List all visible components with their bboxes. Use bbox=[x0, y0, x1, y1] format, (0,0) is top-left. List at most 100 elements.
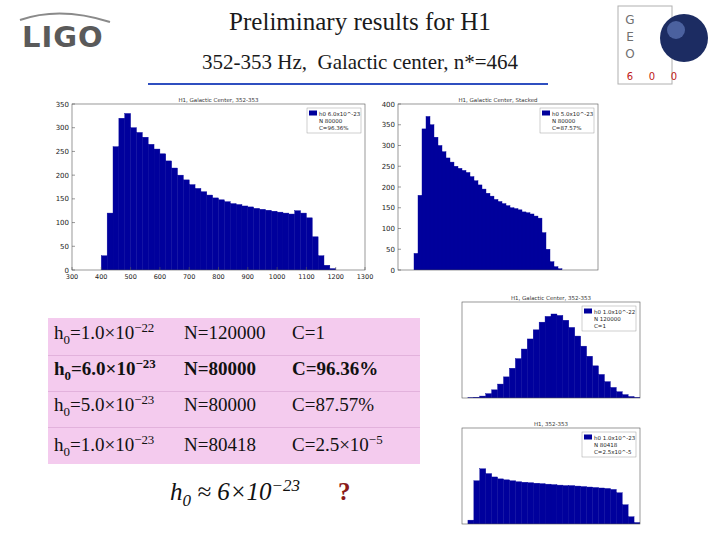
legend-swatch bbox=[584, 435, 592, 440]
hist-bar bbox=[113, 147, 119, 270]
legend-box bbox=[582, 306, 636, 331]
y-tick bbox=[398, 166, 401, 167]
legend: h0 1.0x10^-23N 80418C=2.5x10^-5 bbox=[582, 432, 636, 457]
text-part: h bbox=[54, 358, 65, 379]
hist-bar bbox=[509, 368, 515, 398]
hist-bar bbox=[468, 520, 474, 524]
y-tick bbox=[398, 228, 401, 229]
legend-text: C=87.57% bbox=[552, 125, 581, 131]
hist-bar bbox=[604, 382, 610, 398]
legend-text: N 80000 bbox=[319, 118, 343, 124]
text-part: h bbox=[54, 394, 64, 415]
hist-bar bbox=[271, 211, 277, 270]
hist-bar bbox=[166, 161, 172, 270]
legend-box bbox=[307, 108, 361, 133]
hist-bar bbox=[492, 390, 498, 398]
title: Preliminary results for H1 bbox=[0, 8, 720, 36]
hist-bar bbox=[515, 482, 521, 524]
y-tick-label: 350 bbox=[382, 121, 395, 129]
hist-bar bbox=[418, 195, 422, 270]
x-tick-label: 700 bbox=[183, 273, 195, 281]
y-tick bbox=[72, 246, 75, 247]
hist-bar bbox=[490, 196, 494, 270]
geo-letter: G bbox=[625, 13, 634, 27]
y-tick-label: 150 bbox=[56, 195, 69, 203]
slide: GEO6000501001502002503003503004005006007… bbox=[0, 0, 720, 540]
hist-bar bbox=[515, 359, 521, 398]
hist-bar bbox=[446, 158, 450, 270]
hist-bar bbox=[426, 116, 430, 270]
hist-bar bbox=[450, 162, 454, 270]
hist-bar bbox=[509, 481, 515, 524]
hist-bar bbox=[142, 137, 148, 270]
table-cell: C=1 bbox=[292, 322, 325, 344]
text-part: −23 bbox=[135, 356, 155, 371]
geo-letter: 6 bbox=[627, 71, 633, 82]
hist-bar bbox=[545, 484, 551, 524]
geo-letter: O bbox=[625, 47, 634, 61]
hist-bar bbox=[550, 262, 554, 270]
hist-bar bbox=[498, 384, 504, 398]
x-tick bbox=[277, 267, 278, 270]
row-separator bbox=[48, 391, 420, 392]
text-part: h bbox=[54, 434, 64, 455]
hist-bar bbox=[277, 212, 283, 270]
x-tick bbox=[159, 267, 160, 270]
text-part: 0 bbox=[64, 444, 70, 459]
table-cell: h0=1.0×10−23 bbox=[54, 434, 154, 456]
hist-bar bbox=[622, 395, 628, 398]
y-tick bbox=[72, 104, 75, 105]
geo-planet bbox=[660, 14, 708, 62]
text-part: N=80000 bbox=[184, 358, 256, 379]
x-tick bbox=[247, 267, 248, 270]
hist-bar bbox=[522, 212, 526, 270]
geo-letter: 0 bbox=[649, 71, 655, 82]
result-table: h0=1.0×10−22N=120000C=1h0=6.0×10−23N=800… bbox=[48, 318, 420, 464]
x-tick-label: 300 bbox=[66, 273, 78, 281]
plot-area bbox=[398, 104, 598, 270]
hist-bar bbox=[183, 180, 189, 270]
y-tick bbox=[72, 198, 75, 199]
hist-bar bbox=[283, 213, 289, 270]
hist-bar bbox=[506, 206, 510, 270]
hist-bar bbox=[454, 166, 458, 270]
text-part: C=87.57% bbox=[292, 394, 374, 415]
hist-bar bbox=[236, 205, 242, 270]
hist-bar bbox=[213, 198, 219, 270]
x-tick bbox=[189, 267, 190, 270]
hist-bar bbox=[575, 336, 581, 398]
bars bbox=[101, 113, 335, 270]
hist-bar bbox=[438, 146, 442, 271]
table-cell: h0=5.0×10−23 bbox=[54, 394, 154, 416]
legend-swatch bbox=[309, 111, 317, 116]
hist-bar bbox=[160, 154, 166, 270]
table-cell: N=80000 bbox=[184, 358, 256, 380]
plot-frame bbox=[462, 428, 640, 524]
left-logo: LIGO bbox=[22, 20, 104, 54]
estimate: h0 ≈ 6×10−23 bbox=[170, 478, 300, 506]
hist-bar bbox=[224, 202, 230, 270]
chart: H1, Galactic Center, 352-353h0 1.0x10^-2… bbox=[462, 295, 640, 398]
plot-area bbox=[462, 302, 640, 398]
x-tick-label: 900 bbox=[242, 273, 254, 281]
hist-bar bbox=[462, 170, 466, 270]
text-part: 0 bbox=[183, 491, 192, 510]
x-tick-label: 600 bbox=[154, 273, 166, 281]
text-part: −23 bbox=[272, 476, 300, 495]
hist-bar bbox=[189, 185, 195, 270]
text-part: =6.0×10 bbox=[71, 358, 135, 379]
hist-bar bbox=[101, 256, 107, 270]
hist-bar bbox=[301, 213, 307, 270]
hist-bar bbox=[551, 314, 557, 398]
hist-bar bbox=[563, 320, 569, 398]
hist-bar bbox=[534, 216, 538, 270]
x-tick-label: 1200 bbox=[327, 273, 344, 281]
hist-bar bbox=[504, 377, 510, 398]
plot-frame bbox=[72, 104, 365, 270]
row-separator bbox=[48, 427, 420, 428]
hist-bar bbox=[492, 477, 498, 524]
text-part: N=80418 bbox=[184, 434, 256, 455]
x-tick-label: 1100 bbox=[298, 273, 315, 281]
legend-text: h0 1.0x10^-23 bbox=[594, 435, 636, 441]
table-cell: C=87.57% bbox=[292, 394, 374, 416]
